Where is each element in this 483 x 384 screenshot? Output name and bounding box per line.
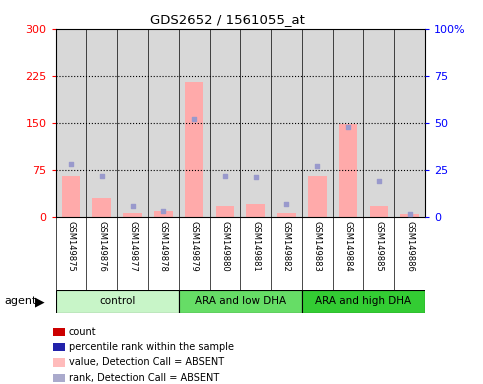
Bar — [56, 290, 179, 313]
Bar — [302, 290, 425, 313]
Bar — [179, 290, 302, 313]
Text: GSM149884: GSM149884 — [343, 220, 353, 271]
Text: rank, Detection Call = ABSENT: rank, Detection Call = ABSENT — [69, 373, 219, 383]
Point — [67, 161, 75, 167]
Bar — [56, 29, 86, 217]
Bar — [62, 176, 80, 217]
Bar — [179, 29, 210, 217]
Text: GSM149876: GSM149876 — [97, 220, 106, 271]
Point — [221, 172, 229, 179]
Point — [344, 124, 352, 130]
Text: GSM149885: GSM149885 — [374, 220, 384, 271]
Text: percentile rank within the sample: percentile rank within the sample — [69, 342, 234, 352]
Text: GSM149879: GSM149879 — [190, 220, 199, 271]
Point — [313, 163, 321, 169]
Bar — [339, 124, 357, 217]
Text: control: control — [99, 296, 135, 306]
Point — [375, 178, 383, 184]
Bar — [92, 198, 111, 217]
Text: GSM149881: GSM149881 — [251, 220, 260, 271]
Bar — [154, 211, 172, 217]
Bar — [117, 29, 148, 217]
Text: ▶: ▶ — [35, 295, 45, 308]
Bar — [271, 29, 302, 217]
Text: ARA and high DHA: ARA and high DHA — [315, 296, 412, 306]
Point — [252, 174, 259, 180]
Bar — [277, 213, 296, 217]
Bar — [86, 29, 117, 217]
Point — [283, 201, 290, 207]
Bar — [148, 29, 179, 217]
Text: GSM149880: GSM149880 — [220, 220, 229, 271]
Text: GSM149886: GSM149886 — [405, 220, 414, 271]
Point — [190, 116, 198, 122]
Bar — [394, 29, 425, 217]
Point — [159, 208, 167, 214]
Text: value, Detection Call = ABSENT: value, Detection Call = ABSENT — [69, 358, 224, 367]
Bar — [123, 213, 142, 217]
Bar — [308, 176, 327, 217]
Text: count: count — [69, 327, 96, 337]
Text: GDS2652 / 1561055_at: GDS2652 / 1561055_at — [150, 13, 304, 26]
Text: GSM149875: GSM149875 — [67, 220, 75, 271]
Text: agent: agent — [5, 296, 37, 306]
Bar — [185, 82, 203, 217]
Text: GSM149878: GSM149878 — [159, 220, 168, 271]
Point — [98, 172, 106, 179]
Bar — [400, 214, 419, 217]
Point — [128, 203, 136, 209]
Point — [406, 211, 413, 217]
Text: GSM149882: GSM149882 — [282, 220, 291, 271]
Bar — [302, 29, 333, 217]
Bar — [215, 206, 234, 217]
Text: GSM149883: GSM149883 — [313, 220, 322, 271]
Bar — [246, 204, 265, 217]
Bar — [369, 206, 388, 217]
Bar — [210, 29, 240, 217]
Bar — [333, 29, 364, 217]
Bar — [364, 29, 394, 217]
Text: GSM149877: GSM149877 — [128, 220, 137, 271]
Text: ARA and low DHA: ARA and low DHA — [195, 296, 286, 306]
Bar — [240, 29, 271, 217]
